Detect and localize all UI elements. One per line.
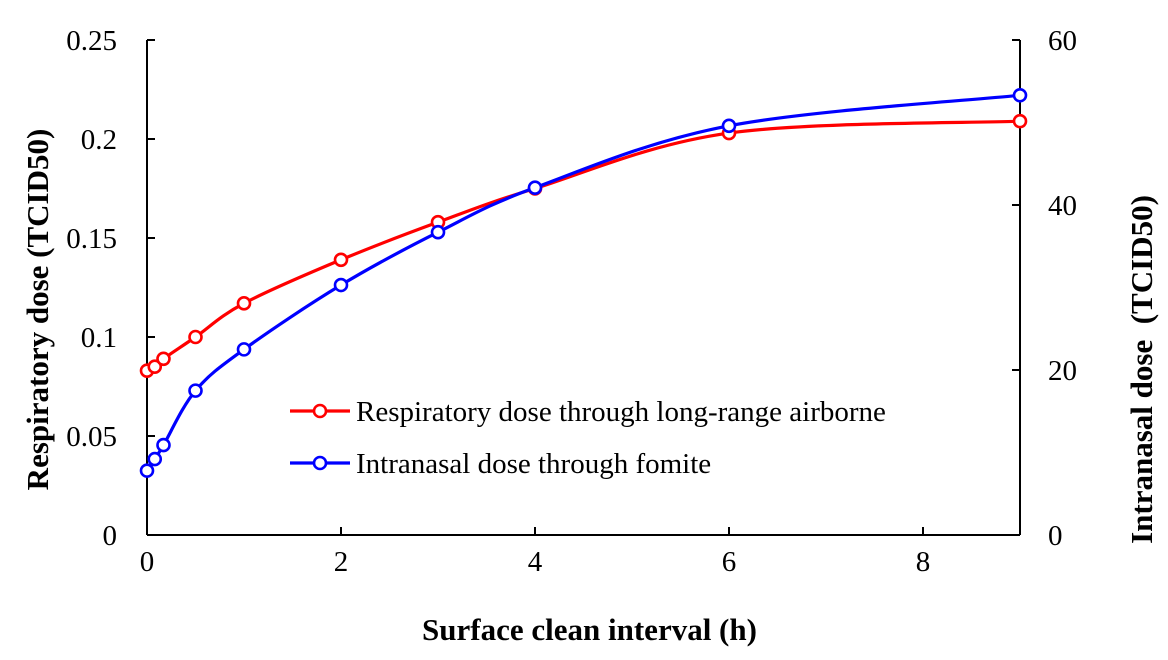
left-y-axis-title: Respiratory dose (TCID50) bbox=[20, 129, 55, 491]
left-y-tick-label: 0.05 bbox=[66, 421, 117, 453]
left-y-tick-label: 0 bbox=[103, 520, 118, 552]
data-point bbox=[1012, 113, 1028, 129]
data-point bbox=[721, 118, 737, 134]
data-point bbox=[1012, 87, 1028, 103]
series-line bbox=[146, 119, 1021, 373]
data-point bbox=[236, 296, 252, 311]
data-point bbox=[156, 437, 171, 453]
x-tick-label: 2 bbox=[334, 546, 349, 578]
right-y-axis-title: Intranasal dose (TCID50) bbox=[1124, 195, 1159, 544]
data-point bbox=[156, 351, 171, 367]
right-y-tick-label: 40 bbox=[1048, 190, 1077, 222]
legend-item: Respiratory dose through long-range airb… bbox=[290, 396, 886, 428]
right-y-tick-label: 60 bbox=[1048, 25, 1077, 57]
series-1 bbox=[139, 113, 1028, 378]
tick-marks bbox=[146, 39, 1020, 536]
data-point bbox=[527, 180, 543, 195]
x-tick-label: 8 bbox=[916, 546, 931, 578]
x-tick-label: 4 bbox=[528, 546, 543, 578]
data-point bbox=[147, 451, 163, 467]
data-point bbox=[188, 329, 203, 345]
data-point bbox=[188, 383, 203, 398]
series-2 bbox=[139, 87, 1028, 478]
series-layer bbox=[139, 87, 1028, 478]
left-y-tick-label: 0.2 bbox=[81, 124, 117, 156]
legend-label: Respiratory dose through long-range airb… bbox=[356, 396, 886, 428]
data-point bbox=[147, 359, 163, 375]
x-axis-title: Surface clean interval (h) bbox=[422, 612, 757, 647]
left-y-tick-label: 0.15 bbox=[66, 223, 117, 255]
legend-swatch-marker bbox=[312, 403, 328, 419]
legend-swatch-marker bbox=[312, 455, 328, 471]
right-y-tick-label: 20 bbox=[1048, 355, 1077, 387]
right-y-tick-label: 0 bbox=[1048, 520, 1063, 552]
x-tick-label: 6 bbox=[722, 546, 737, 578]
data-point bbox=[333, 277, 349, 293]
data-point bbox=[430, 224, 446, 240]
left-y-tick-label: 0.25 bbox=[66, 25, 117, 57]
data-point bbox=[139, 463, 155, 478]
legend-label: Intranasal dose through fomite bbox=[356, 448, 711, 480]
tick-labels: 0 2 4 6 8 0 0.05 0.1 0.15 0.2 0.25 0 20 40 60 bbox=[66, 25, 1077, 578]
data-point bbox=[333, 252, 349, 268]
legend-item: Intranasal dose through fomite bbox=[290, 448, 711, 480]
left-y-tick-label: 0.1 bbox=[81, 322, 117, 354]
x-tick-label: 0 bbox=[140, 546, 155, 578]
data-point bbox=[236, 342, 252, 357]
legend: Respiratory dose through long-range airb… bbox=[290, 396, 886, 480]
